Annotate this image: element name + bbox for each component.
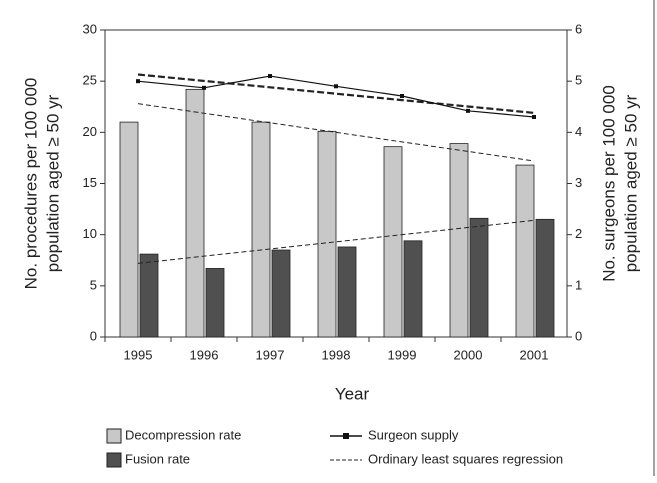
legend-label: Ordinary least squares regression	[368, 451, 563, 466]
legend-swatch	[106, 452, 122, 468]
y2-tick-label: 2	[575, 226, 582, 241]
x-tick-label: 1997	[256, 347, 285, 362]
bar	[337, 246, 357, 338]
regression-line	[137, 103, 535, 162]
bar	[185, 88, 205, 338]
bar	[271, 249, 291, 338]
legend-label: Decompression rate	[125, 427, 241, 442]
y2-tick-label: 5	[575, 73, 582, 88]
legend-label: Surgeon supply	[368, 427, 459, 442]
bar	[469, 217, 489, 338]
y-tick-label: 30	[83, 21, 97, 36]
line-marker	[334, 84, 338, 89]
x-tick-label: 1996	[190, 347, 219, 362]
y2-tick-label: 3	[575, 175, 582, 190]
x-tick-label: 2001	[520, 347, 549, 362]
y-axis-label: population aged ≥ 50 yr	[43, 94, 62, 272]
x-tick-label: 1999	[388, 347, 417, 362]
bar	[119, 121, 139, 338]
y2-tick-label: 6	[575, 21, 582, 36]
bar	[535, 218, 555, 338]
regression-line	[137, 219, 535, 264]
line-marker	[466, 108, 470, 113]
x-tick-label: 1998	[322, 347, 351, 362]
line-marker	[400, 94, 404, 99]
y2-tick-label: 0	[575, 328, 582, 343]
bar	[317, 130, 337, 338]
y-tick-label: 0	[90, 328, 97, 343]
legend-swatch	[106, 428, 122, 444]
bar	[383, 146, 403, 338]
x-tick-label: 2000	[454, 347, 483, 362]
y-tick-label: 5	[90, 277, 97, 292]
x-tick-label: 1995	[124, 347, 153, 362]
y2-axis-label: population aged ≥ 50 yr	[621, 94, 640, 272]
line-marker	[268, 74, 272, 79]
y-tick-label: 10	[83, 226, 97, 241]
y-tick-label: 25	[83, 73, 97, 88]
y-axis-label: No. procedures per 100 000	[21, 78, 40, 290]
bar	[139, 253, 159, 338]
y-tick-label: 15	[83, 175, 97, 190]
line-marker	[136, 79, 140, 84]
bar	[449, 143, 469, 338]
bar	[403, 240, 423, 338]
y2-tick-label: 4	[575, 124, 582, 139]
y2-tick-label: 1	[575, 277, 582, 292]
y2-axis-label: No. surgeons per 100 000	[599, 85, 618, 282]
line-marker	[532, 114, 536, 119]
legend-marker	[343, 433, 349, 439]
line-marker	[202, 85, 206, 90]
bar	[251, 121, 271, 338]
bar	[205, 268, 225, 338]
y-tick-label: 20	[83, 124, 97, 139]
bar	[515, 164, 535, 338]
regression-line	[137, 73, 535, 114]
x-axis-label: Year	[335, 384, 370, 403]
legend-label: Fusion rate	[125, 451, 190, 466]
